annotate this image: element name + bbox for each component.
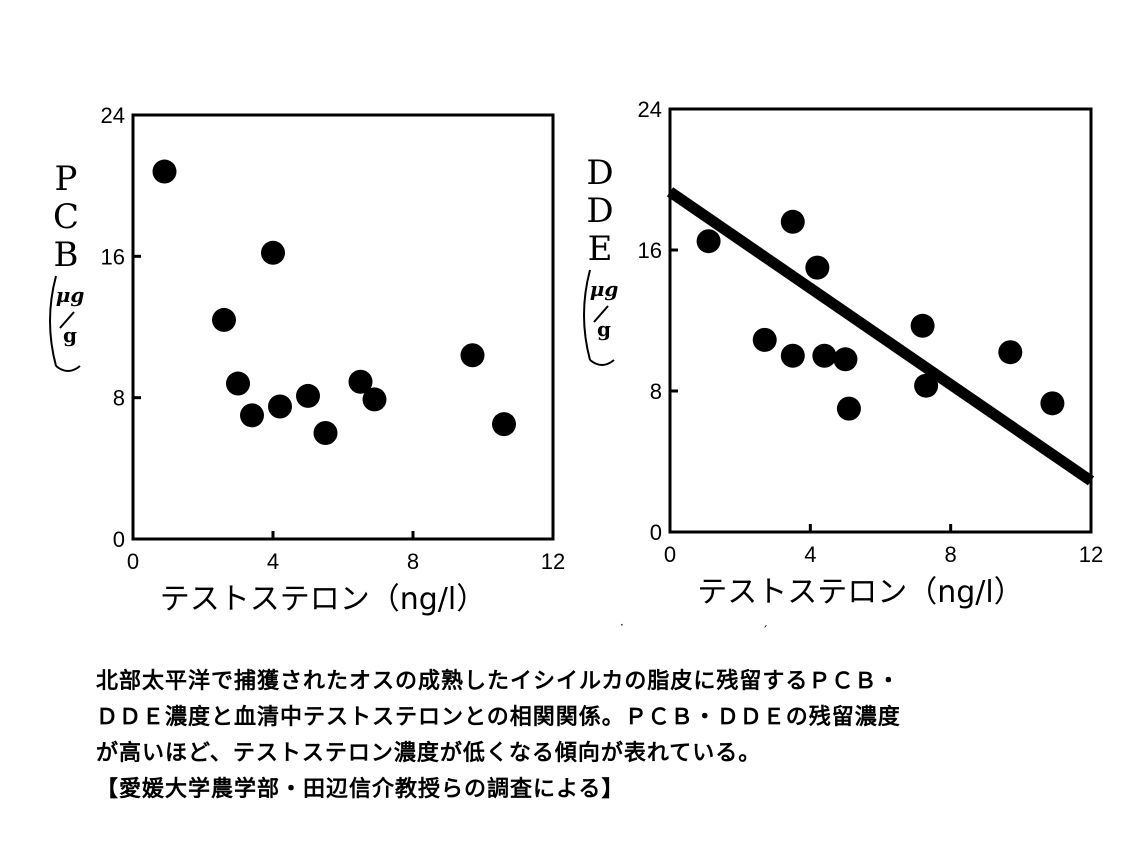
x-tick-label: 12 [1079,542,1103,567]
unit-bracket-bottom [55,365,81,372]
y-axis-label-char: D [586,153,613,193]
data-point [460,343,485,368]
data-point [261,240,285,265]
y-tick-label: 24 [638,97,662,122]
plot-frame [131,113,555,541]
data-point [805,255,830,280]
data-point [752,327,777,352]
data-point [812,343,837,368]
data-point [240,403,264,428]
trend-line [666,187,1095,486]
x-tick-label: 0 [664,542,676,567]
y-unit-denominator: g [597,317,611,341]
data-point [914,373,939,398]
data-point [833,347,858,372]
unit-bracket-left [583,269,591,361]
data-point [1040,391,1065,416]
scan-speck: ˊ [762,624,768,638]
x-tick-label: 0 [127,549,139,574]
x-tick-label: 4 [804,542,816,567]
caption-line-4: 【愛媛大学農学部・田辺信介教授らの調査による】 [96,777,625,802]
y-unit-numerator: μg [590,277,619,301]
y-axis-label-char: B [54,235,79,275]
data-point [152,159,177,184]
y-tick-label: 0 [650,520,662,545]
data-point [492,412,516,437]
data-point [313,421,338,445]
scan-speck: · [620,618,624,632]
data-point [296,383,320,408]
y-tick-label: 24 [101,103,125,128]
data-point [780,209,805,234]
x-tick-label: 12 [541,549,565,574]
figure-caption: 北部太平洋で捕獲されたオスの成熟したイシイルカの脂皮に残留するＰＣＢ・ ＤＤＥ濃… [96,664,1106,808]
data-point [348,369,373,394]
y-tick-label: 16 [638,238,662,263]
y-unit-slash [59,311,75,329]
y-axis-label-char: C [53,197,79,237]
y-tick-label: 16 [101,244,125,269]
data-point [226,371,250,396]
data-point [910,313,935,338]
data-point [212,307,236,332]
data-point [268,394,292,419]
unit-bracket-bottom [589,359,615,366]
caption-line-2: ＤＤＥ濃度と血清中テストステロンとの相関関係。ＰＣＢ・ＤＤＥの残留濃度 [96,705,901,730]
plot-frame [668,107,1093,534]
y-tick-label: 0 [113,527,125,552]
data-point [998,340,1023,365]
x-tick-label: 8 [945,542,957,567]
x-axis-label: テストステロン（ng/l） [697,575,1024,610]
data-point [780,343,805,368]
y-unit-denominator: g [63,323,77,347]
data-point [836,396,861,421]
x-axis-label: テストステロン（ng/l） [160,582,487,617]
caption-line-3: が高いほど、テストステロン濃度が低くなる傾向が表れている。 [96,741,762,766]
y-unit-slash [593,305,609,323]
x-tick-label: 4 [267,549,279,574]
data-point [362,387,387,412]
y-axis-label-char: D [586,191,613,231]
y-axis-label-char: P [55,159,78,199]
unit-bracket-left [49,275,57,367]
y-tick-label: 8 [113,386,125,411]
y-axis-label-char: E [588,229,613,269]
caption-line-1: 北部太平洋で捕獲されたオスの成熟したイシイルカの脂皮に残留するＰＣＢ・ [96,669,901,694]
y-unit-numerator: μg [56,283,85,307]
data-point [696,229,721,254]
x-tick-label: 8 [407,549,419,574]
y-tick-label: 8 [650,379,662,404]
